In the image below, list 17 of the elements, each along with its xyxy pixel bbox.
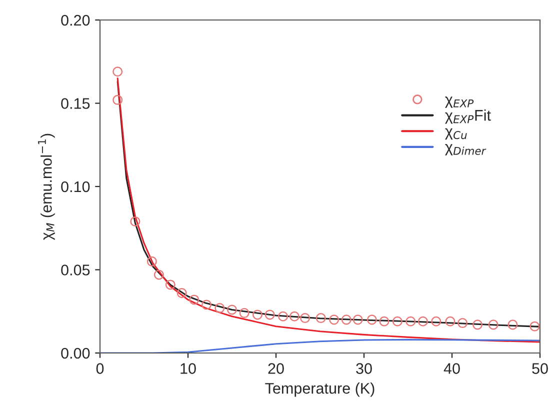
y-tick-label: 0.00	[61, 348, 90, 359]
y-axis-title: χ$_{M}$ (emu.mol$^{−1}$)	[38, 134, 55, 240]
x-tick-label: 40	[444, 363, 460, 374]
legend-label: χ$_{Cu}$	[445, 128, 467, 140]
x-tick-label: 30	[356, 363, 372, 374]
x-tick-label: 20	[268, 363, 284, 374]
legend-label: χ$_{Dimer}$	[445, 144, 486, 156]
y-tick-label: 0.10	[61, 181, 90, 192]
legend-label: χ$_{EXP}$	[445, 96, 474, 108]
x-tick-label: 50	[532, 363, 548, 374]
y-tick-label: 0.15	[61, 98, 90, 109]
x-tick-label: 0	[96, 363, 104, 374]
legend-label: χ$_{EXP}$Fit	[445, 110, 491, 124]
x-tick-label: 10	[180, 363, 196, 374]
y-tick-label: 0.20	[61, 14, 90, 26]
x-axis-title: Temperature (K)	[265, 382, 374, 397]
y-tick-label: 0.05	[61, 264, 90, 276]
